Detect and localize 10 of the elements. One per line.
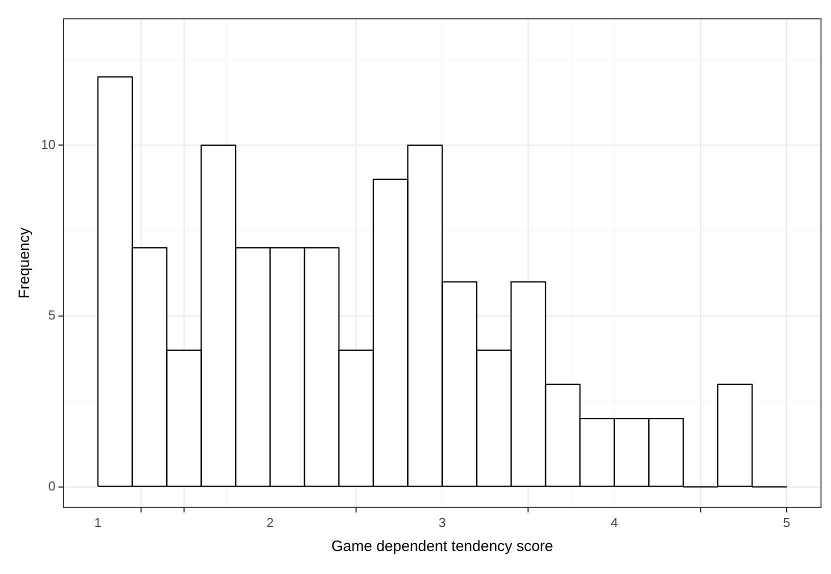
x-tick-label: 1 [94,514,102,530]
y-tick-label: 10 [40,136,56,152]
y-tick-label: 5 [48,308,56,323]
x-tick-label: 4 [610,514,618,530]
x-tick-label: 2 [266,514,274,530]
x-tick-label: 3 [438,514,446,530]
x-tick-label: 5 [782,514,790,530]
y-axis-title: Frequency [16,227,34,299]
y-tick-label: 0 [48,478,56,494]
x-axis-title: Game dependent tendency score [331,538,554,556]
